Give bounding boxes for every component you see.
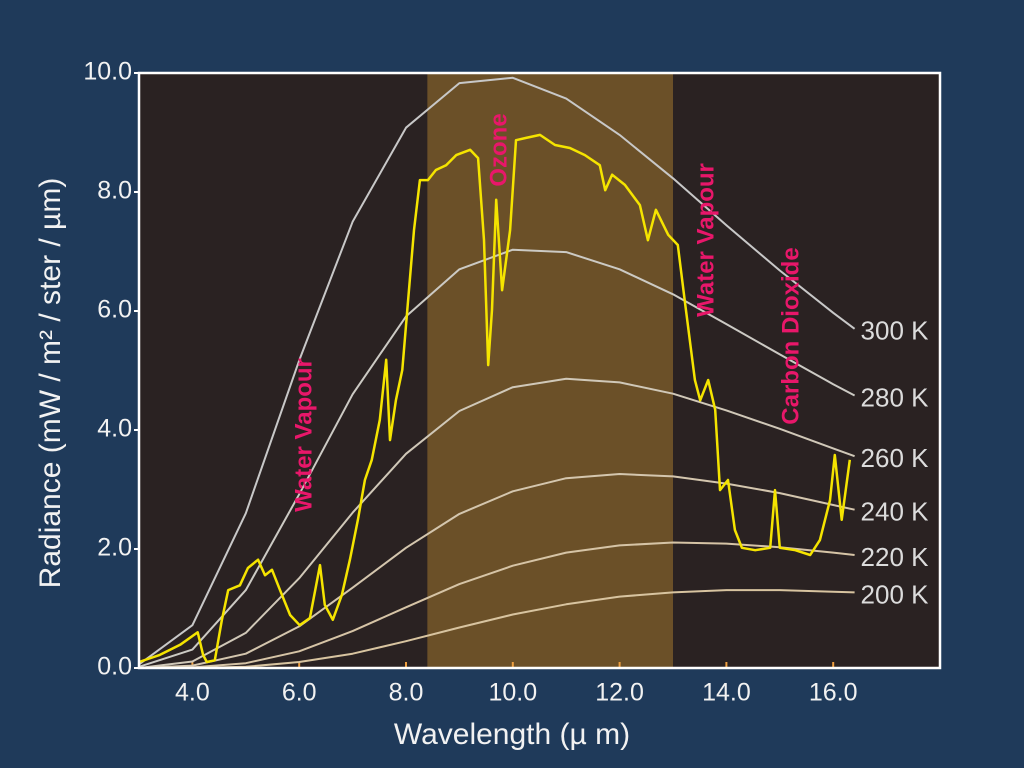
window-band [427,73,673,668]
y-tick-label: 10.0 [83,58,132,86]
x-tick-label: 6.0 [282,679,317,707]
x-tick-label: 12.0 [595,679,644,707]
curve-label: 300 K [861,316,930,346]
planck-curve [138,473,855,669]
annotation: Water Vapour [692,163,719,317]
y-tick-label: 8.0 [97,177,132,205]
curve-label: 260 K [861,443,930,473]
y-axis-label: Radiance (mW / m² / ster / µm) [34,178,67,589]
x-tick-label: 8.0 [389,679,424,707]
x-tick-label: 16.0 [809,679,858,707]
plot-layer [138,73,856,669]
y-tick-label: 6.0 [97,296,132,324]
curve-label: 240 K [861,497,930,527]
plot-frame [137,71,942,670]
curve-label: 220 K [861,542,930,572]
planck-curve [138,76,856,666]
planck-curve [139,589,855,669]
x-tick-label: 10.0 [488,679,537,707]
curve-label: 280 K [861,382,930,412]
planck-curve [138,541,855,669]
y-tick-label: 2.0 [97,534,132,562]
x-axis-label: Wavelength (µ m) [394,718,630,751]
x-tick-label: 14.0 [702,679,751,707]
y-tick-label: 0.0 [97,653,132,681]
annotation: Water Vapour [290,358,317,512]
planck-curve [138,248,856,668]
planck-curve [138,377,855,669]
measured-spectrum [138,133,852,664]
y-tick-label: 4.0 [97,415,132,443]
annotation: Carbon Dioxide [777,247,804,424]
x-tick-label: 4.0 [175,679,210,707]
curve-label: 200 K [861,579,930,609]
annotation: Ozone [485,113,512,186]
